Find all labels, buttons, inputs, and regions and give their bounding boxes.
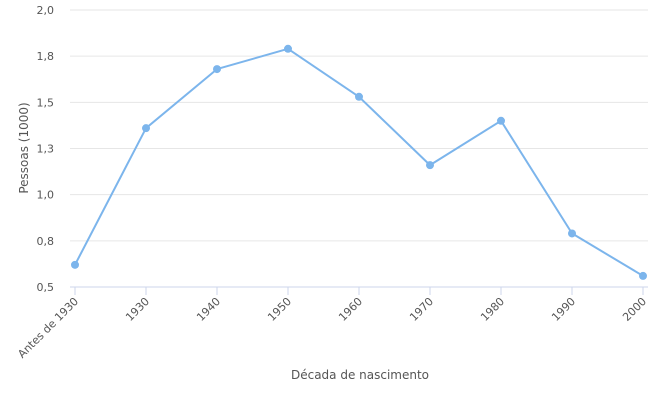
x-tick-label: 1980 xyxy=(478,295,507,324)
data-point xyxy=(355,92,363,101)
x-tick-label: 1960 xyxy=(336,295,365,324)
data-point xyxy=(71,260,79,269)
data-points xyxy=(71,44,647,280)
y-tick-label: 1,3 xyxy=(37,143,55,156)
y-tick-label: 1,0 xyxy=(37,189,55,202)
x-tick-label: 1940 xyxy=(194,295,223,324)
x-axis-ticks: Antes de 1930 1930 1940 1950 1960 1970 1980 199… xyxy=(15,287,649,361)
data-point xyxy=(142,124,150,133)
y-tick-label: 2,0 xyxy=(37,4,55,17)
data-point xyxy=(426,161,434,170)
y-tick-label: 1,8 xyxy=(37,50,55,63)
y-axis-title: Pessoas (1000) xyxy=(17,102,31,193)
x-axis-title: Década de nascimento xyxy=(291,368,429,382)
y-tick-label: 0,8 xyxy=(37,235,55,248)
x-tick-label: 1990 xyxy=(549,295,578,324)
data-point xyxy=(639,271,647,280)
y-tick-label: 1,5 xyxy=(37,96,55,109)
series-line-group xyxy=(74,47,644,277)
x-tick-label: 1970 xyxy=(407,295,436,324)
data-point xyxy=(213,65,221,74)
x-tick-label: 1930 xyxy=(123,295,152,324)
data-point xyxy=(497,116,505,125)
x-tick-label: 2000 xyxy=(620,295,649,324)
y-axis-ticks: 0,5 0,8 1,0 1,3 1,5 1,8 2,0 xyxy=(37,4,55,294)
x-tick-label: 1950 xyxy=(265,295,294,324)
series-line xyxy=(74,47,644,277)
grid-lines xyxy=(70,9,648,242)
x-tick-label: Antes de 1930 xyxy=(15,295,81,361)
data-point xyxy=(284,44,292,53)
y-tick-label: 0,5 xyxy=(37,281,55,294)
data-point xyxy=(568,229,576,238)
